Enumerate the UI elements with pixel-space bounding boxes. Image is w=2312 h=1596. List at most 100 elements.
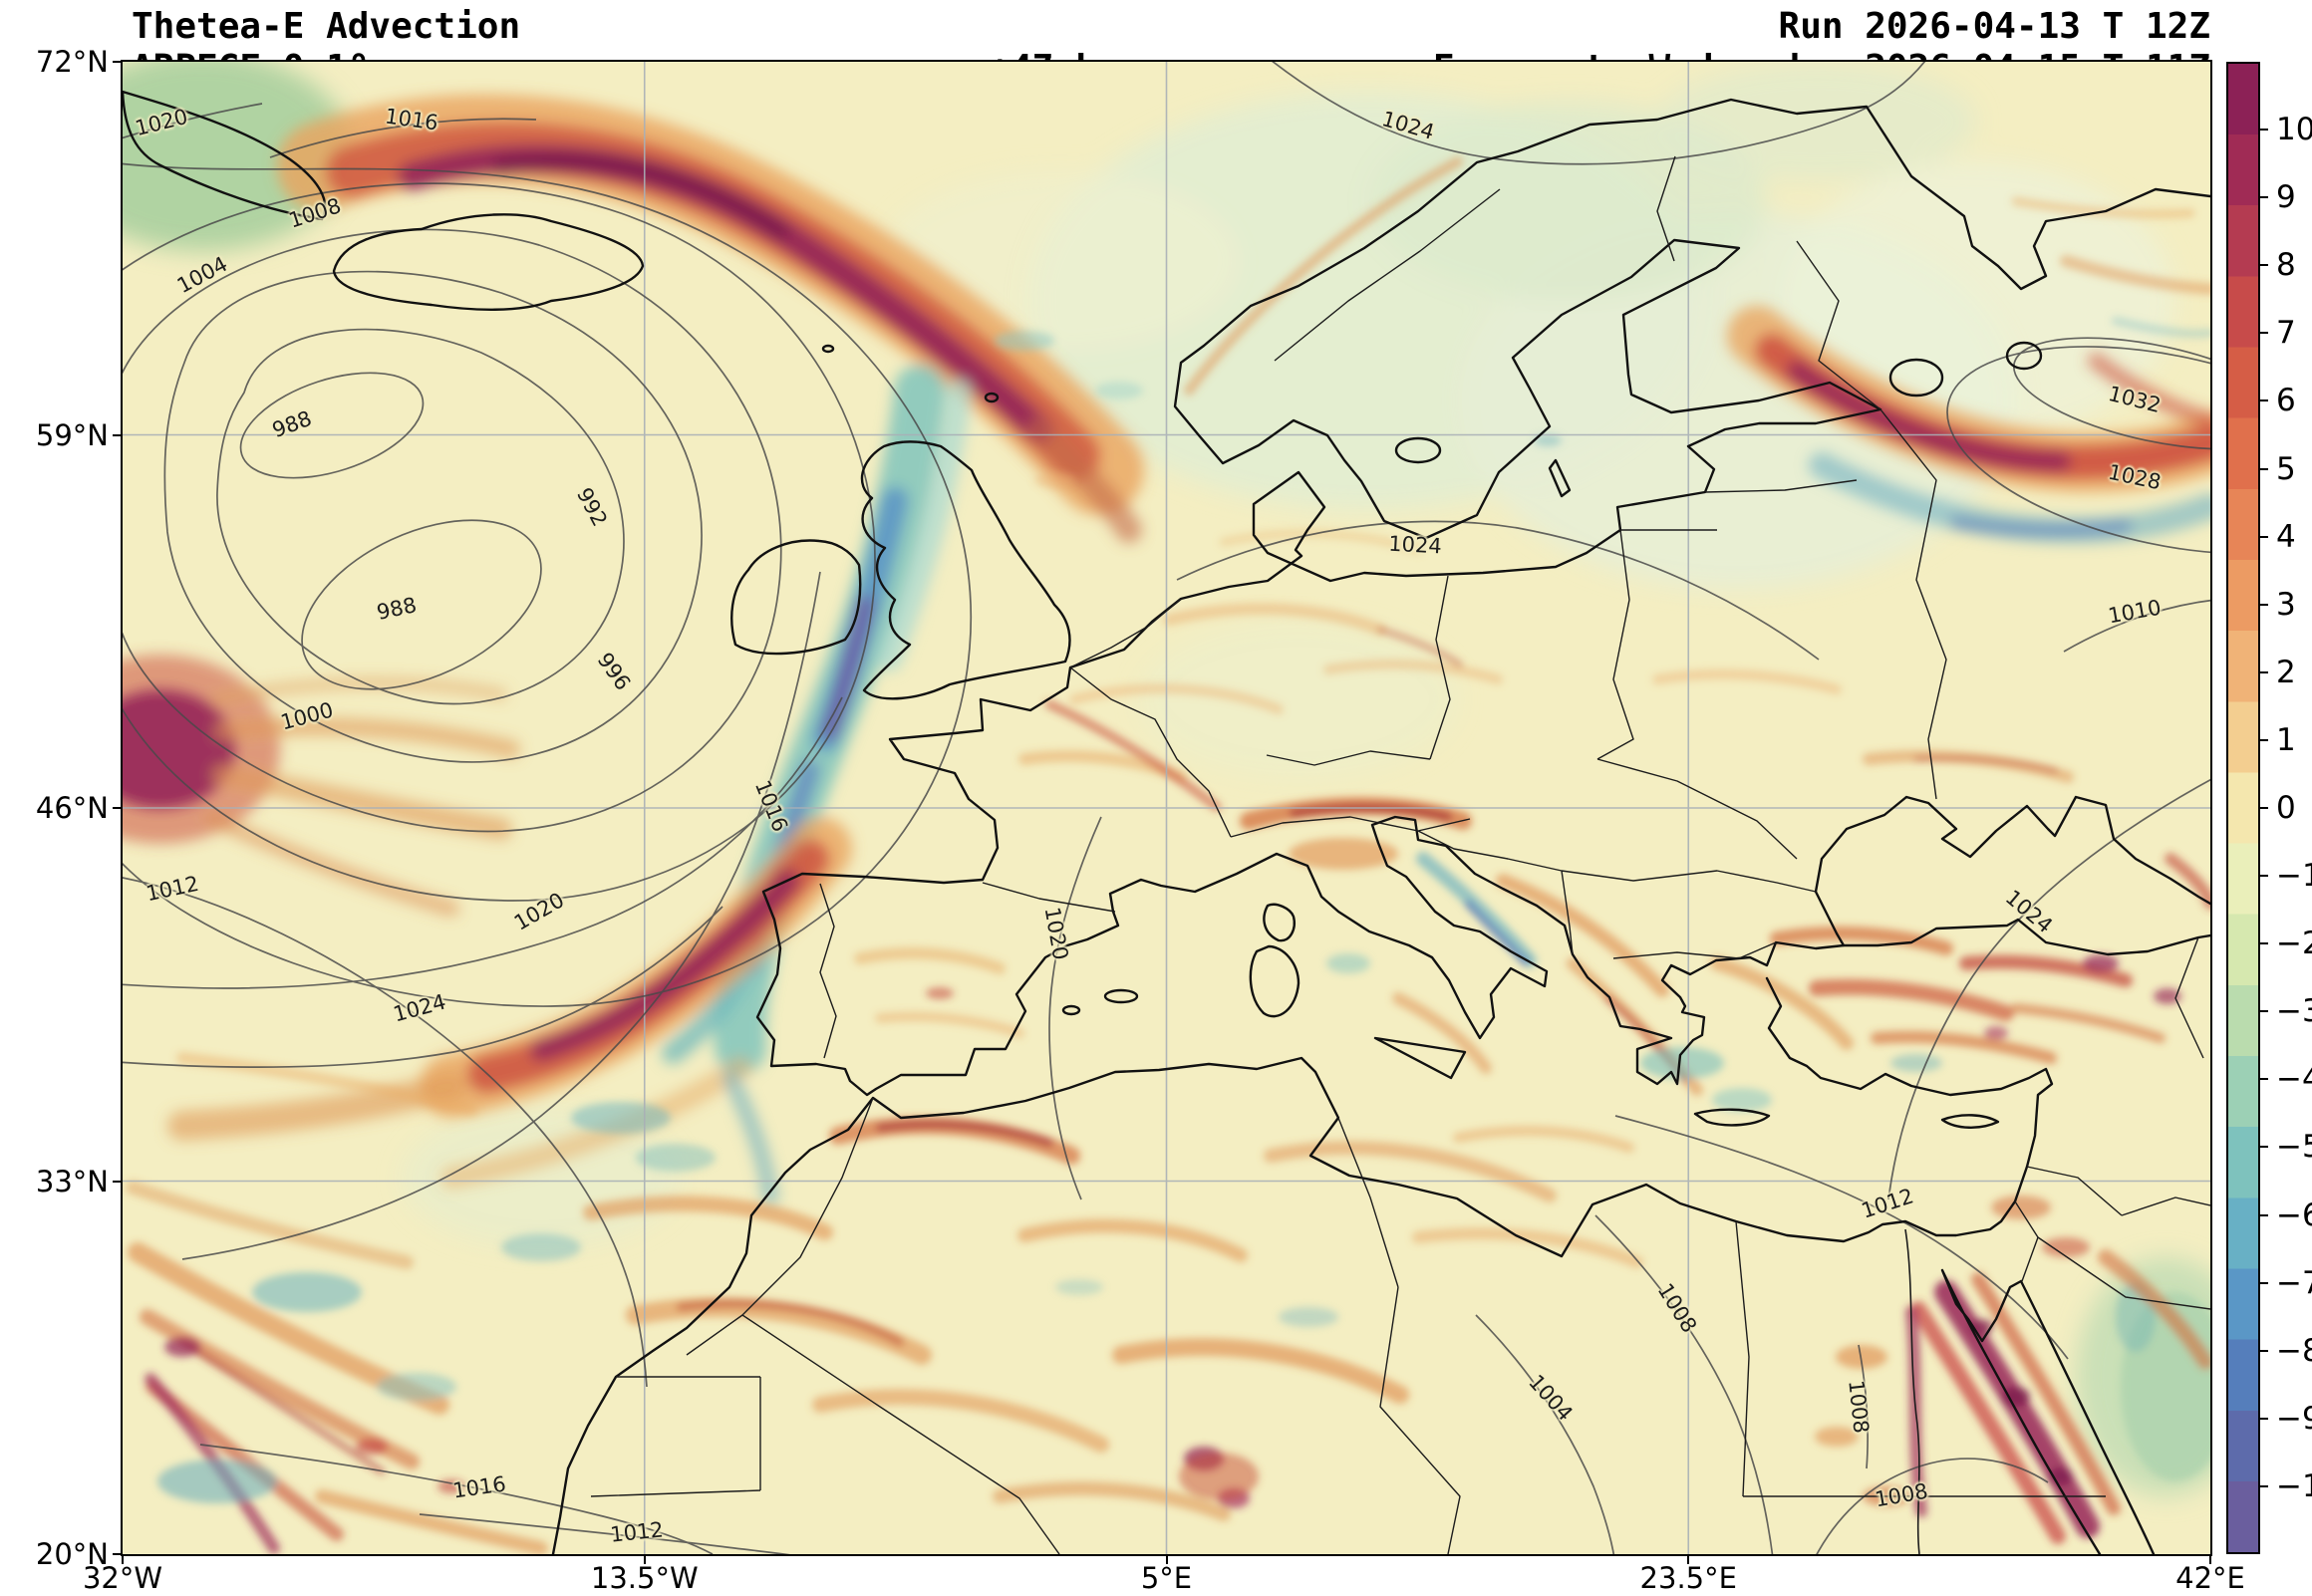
isobar-label: 1024 — [391, 989, 448, 1027]
isobar-label: 1008 — [285, 193, 345, 233]
x-tick-mark — [2209, 1556, 2211, 1564]
colorbar-tick-label: 6 — [2276, 383, 2296, 419]
colorbar-tick-label: 10 — [2276, 112, 2312, 148]
isobar-label: 1004 — [172, 251, 232, 299]
isobar-label: 1032 — [2106, 381, 2164, 418]
x-tick-mark — [122, 1556, 124, 1564]
colorbar-tick-mark — [2260, 1213, 2268, 1216]
x-tick-mark — [1687, 1556, 1690, 1564]
x-tick-label: 42°E — [2175, 1561, 2245, 1595]
colorbar-tick-mark — [2260, 738, 2268, 741]
isobar-label: 1012 — [1858, 1184, 1917, 1223]
y-tick-mark — [113, 61, 121, 63]
colorbar-tick-mark — [2260, 535, 2268, 538]
y-tick-label: 46°N — [35, 791, 109, 825]
colorbar-tick-label: 8 — [2276, 247, 2296, 284]
colorbar-tick-label: −3 — [2276, 993, 2312, 1030]
colorbar-tick-mark — [2260, 467, 2268, 470]
colorbar-tick-mark — [2260, 129, 2268, 132]
map-canvas — [123, 62, 2210, 1554]
colorbar-tick-mark — [2260, 1417, 2268, 1420]
colorbar-tick-label: −5 — [2276, 1129, 2312, 1166]
isobar-label: 1024 — [2000, 885, 2058, 938]
colorbar-tick-mark — [2260, 1281, 2268, 1284]
isobar-label: 1024 — [1387, 531, 1443, 559]
colorbar-tick-mark — [2260, 807, 2268, 809]
field-speckle — [126, 1052, 2210, 1554]
isobar-labels: 1020 1016 1008 1004 988 992 988 996 1000 1016 1012… — [123, 62, 2210, 1554]
colorbar-tick-label: 2 — [2276, 654, 2296, 690]
isobar-label: 1028 — [2106, 459, 2164, 495]
colorbar-tick-label: 7 — [2276, 315, 2296, 352]
y-tick-mark — [113, 1180, 121, 1183]
x-tick-mark — [643, 1556, 646, 1564]
colorbar-tick-mark — [2260, 264, 2268, 267]
isobar-contours — [123, 62, 2210, 1554]
colorbar-tick-mark — [2260, 1146, 2268, 1149]
colorbar-tick-label: −4 — [2276, 1061, 2312, 1098]
colorbar-tick-mark — [2260, 1484, 2268, 1487]
colorbar-tick-mark — [2260, 875, 2268, 878]
country-borders — [590, 155, 2210, 1554]
x-tick-label: 32°W — [82, 1561, 163, 1595]
colorbar-tick-mark — [2260, 603, 2268, 606]
colorbar-tick-mark — [2260, 196, 2268, 199]
colorbar-tick-mark — [2260, 942, 2268, 945]
isobar-label: 988 — [269, 405, 315, 443]
y-tick-label: 20°N — [35, 1537, 109, 1571]
y-tick-label: 33°N — [35, 1164, 109, 1198]
colorbar-tick-label: 5 — [2276, 450, 2296, 487]
colorbar-tick-label: −1 — [2276, 858, 2312, 895]
chart-title: Thetea-E Advection — [132, 6, 521, 47]
colorbar-tick-label: 4 — [2276, 518, 2296, 555]
isobar-label: 1008 — [1844, 1379, 1874, 1435]
colorbar-tick-label: 1 — [2276, 721, 2296, 758]
colorbar-tick-label: 9 — [2276, 179, 2296, 216]
y-tick-label: 72°N — [35, 45, 109, 79]
colorbar-tick-mark — [2260, 670, 2268, 673]
y-tick-mark — [113, 433, 121, 436]
y-tick-mark — [113, 1553, 121, 1555]
run-label: Run 2026-04-13 T 12Z — [1778, 6, 2210, 47]
isobar-label: 1008 — [1873, 1478, 1930, 1512]
isobar-label: 1010 — [2106, 595, 2164, 629]
colorbar-tick-label: 3 — [2276, 586, 2296, 623]
isobar-label: 1004 — [1524, 1370, 1578, 1426]
isobar-label: 1016 — [383, 104, 440, 135]
colorbar-tick-label: −7 — [2276, 1264, 2312, 1301]
isobar-label: 1024 — [1379, 107, 1437, 144]
colorbar-tick-label: −10 — [2276, 1467, 2312, 1504]
x-tick-label: 5°E — [1140, 1561, 1193, 1595]
isobar-label: 988 — [374, 593, 420, 625]
colorbar-tick-mark — [2260, 399, 2268, 402]
x-tick-label: 13.5°W — [590, 1561, 699, 1595]
colorbar-tick-label: −8 — [2276, 1332, 2312, 1369]
graticule — [123, 62, 2210, 1554]
isobar-label: 1012 — [144, 871, 201, 907]
y-tick-label: 59°N — [35, 417, 109, 452]
colorbar-tick-mark — [2260, 332, 2268, 335]
x-tick-mark — [1165, 1556, 1168, 1564]
colorbar-tick-label: −6 — [2276, 1197, 2312, 1233]
isobar-label: 1020 — [1039, 905, 1073, 962]
isobar-label: 1016 — [450, 1471, 508, 1503]
isobar-label: 1012 — [609, 1517, 665, 1547]
isobar-label: 1020 — [509, 888, 569, 935]
colorbar-tick-label: −9 — [2276, 1400, 2312, 1437]
colorbar — [2226, 62, 2260, 1554]
isobar-label: 996 — [592, 648, 636, 695]
x-tick-label: 23.5°E — [1639, 1561, 1737, 1595]
colorbar-tick-mark — [2260, 1349, 2268, 1352]
colorbar-tick-mark — [2260, 1078, 2268, 1081]
coastlines — [123, 90, 2210, 1554]
colorbar-tick-mark — [2260, 1010, 2268, 1013]
colorbar-tick-label: −2 — [2276, 926, 2312, 962]
isobar-label: 1008 — [1652, 1278, 1702, 1338]
isobar-label: 1016 — [749, 776, 793, 836]
y-tick-mark — [113, 807, 121, 809]
isobar-label: 1000 — [278, 697, 336, 735]
isobar-label: 992 — [571, 483, 613, 531]
map-panel: 1020 1016 1008 1004 988 992 988 996 1000 1016 1012… — [121, 60, 2212, 1556]
isobar-label: 1020 — [133, 104, 190, 141]
